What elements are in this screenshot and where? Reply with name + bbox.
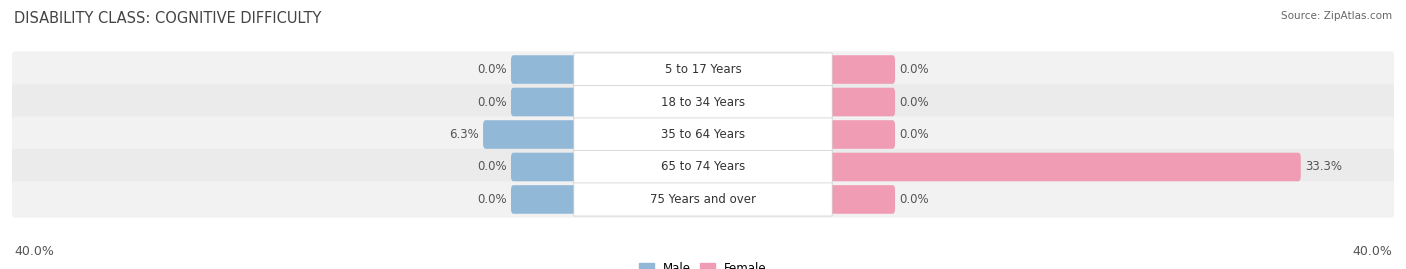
- FancyBboxPatch shape: [830, 120, 896, 149]
- Text: 0.0%: 0.0%: [900, 95, 929, 108]
- Text: 0.0%: 0.0%: [477, 63, 506, 76]
- FancyBboxPatch shape: [13, 51, 1393, 88]
- Text: 5 to 17 Years: 5 to 17 Years: [665, 63, 741, 76]
- FancyBboxPatch shape: [574, 150, 832, 183]
- Text: 33.3%: 33.3%: [1305, 161, 1343, 174]
- FancyBboxPatch shape: [830, 88, 896, 116]
- Text: 65 to 74 Years: 65 to 74 Years: [661, 161, 745, 174]
- FancyBboxPatch shape: [484, 120, 576, 149]
- FancyBboxPatch shape: [510, 185, 576, 214]
- Text: 0.0%: 0.0%: [900, 128, 929, 141]
- Text: 0.0%: 0.0%: [900, 193, 929, 206]
- FancyBboxPatch shape: [574, 86, 832, 119]
- FancyBboxPatch shape: [574, 183, 832, 216]
- FancyBboxPatch shape: [13, 181, 1393, 218]
- Text: 18 to 34 Years: 18 to 34 Years: [661, 95, 745, 108]
- FancyBboxPatch shape: [510, 88, 576, 116]
- Text: 75 Years and over: 75 Years and over: [650, 193, 756, 206]
- Text: DISABILITY CLASS: COGNITIVE DIFFICULTY: DISABILITY CLASS: COGNITIVE DIFFICULTY: [14, 11, 322, 26]
- Text: 0.0%: 0.0%: [477, 193, 506, 206]
- Text: 40.0%: 40.0%: [14, 245, 53, 258]
- FancyBboxPatch shape: [830, 55, 896, 84]
- FancyBboxPatch shape: [574, 53, 832, 86]
- Text: 35 to 64 Years: 35 to 64 Years: [661, 128, 745, 141]
- FancyBboxPatch shape: [13, 149, 1393, 185]
- Text: 40.0%: 40.0%: [1353, 245, 1392, 258]
- FancyBboxPatch shape: [510, 55, 576, 84]
- Text: Source: ZipAtlas.com: Source: ZipAtlas.com: [1281, 11, 1392, 21]
- Text: 0.0%: 0.0%: [477, 161, 506, 174]
- Text: 0.0%: 0.0%: [477, 95, 506, 108]
- FancyBboxPatch shape: [510, 153, 576, 181]
- FancyBboxPatch shape: [830, 153, 1301, 181]
- FancyBboxPatch shape: [574, 118, 832, 151]
- FancyBboxPatch shape: [13, 116, 1393, 153]
- Text: 0.0%: 0.0%: [900, 63, 929, 76]
- FancyBboxPatch shape: [13, 84, 1393, 120]
- Text: 6.3%: 6.3%: [449, 128, 479, 141]
- Legend: Male, Female: Male, Female: [634, 258, 772, 269]
- FancyBboxPatch shape: [830, 185, 896, 214]
